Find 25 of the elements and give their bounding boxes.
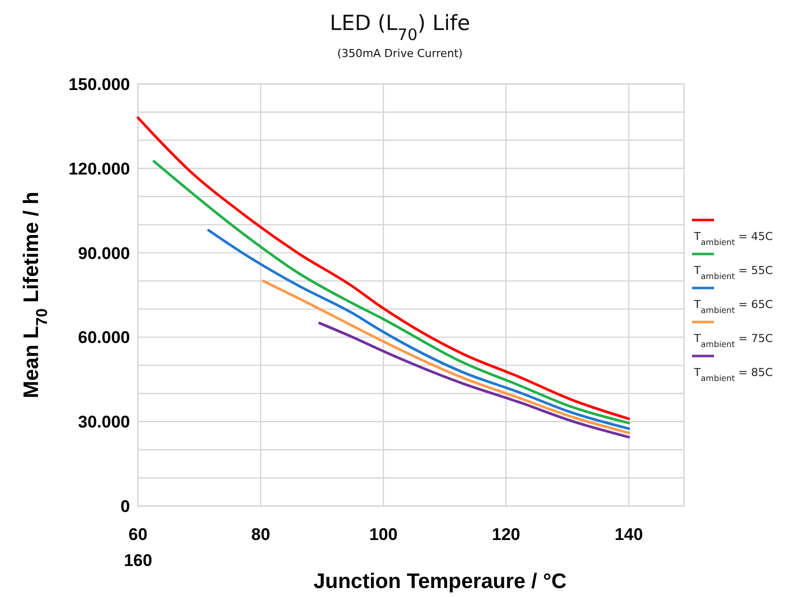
- line-series: [152, 160, 630, 424]
- legend-label: T$_{ambient}$ = 45C: [693, 230, 774, 247]
- line-series: [262, 280, 630, 434]
- x-tick-label: 120: [492, 525, 520, 544]
- y-tick-label: 60.000: [78, 328, 130, 348]
- legend-label: T$_{ambient}$ = 75C: [693, 332, 774, 349]
- x-tick-label: 80: [251, 525, 270, 544]
- line-series: [136, 116, 630, 420]
- x-tick-label: 140: [614, 525, 643, 544]
- text: 160: [124, 551, 152, 570]
- chart-subtitle: (350mA Drive Current): [337, 47, 463, 60]
- chart-title: LED (L$_{70}$) Life: [330, 11, 470, 44]
- legend-label: T$_{ambient}$ = 55C: [693, 264, 774, 281]
- x-tick-label: 100: [369, 525, 398, 544]
- legend-label: T$_{ambient}$ = 65C: [693, 298, 774, 315]
- y-tick-label: 90.000: [78, 244, 130, 263]
- y-tick-label: 150.000: [68, 74, 130, 94]
- line-series: [207, 228, 630, 430]
- x-tick-label: 60: [128, 525, 148, 544]
- x-axis-title: Junction Temperaure / °C: [313, 570, 567, 593]
- legend-label: T$_{ambient}$ = 85C: [693, 366, 774, 383]
- y-tick-label: 120.000: [68, 159, 130, 178]
- y-tick-label: 0: [120, 496, 130, 516]
- y-tick-label: 30.000: [78, 412, 130, 432]
- line-series: [318, 322, 630, 438]
